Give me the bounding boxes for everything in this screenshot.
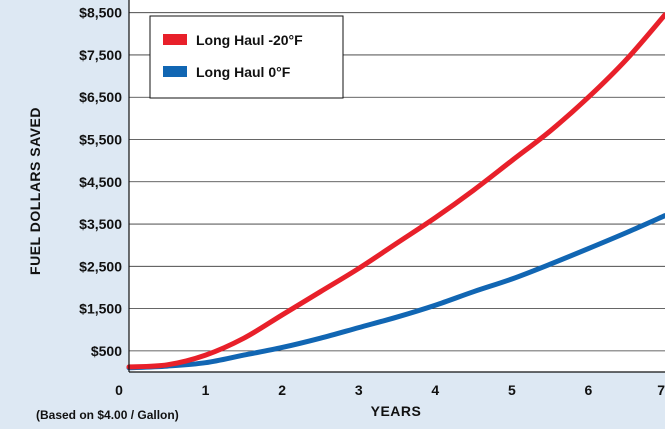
footnote: (Based on $4.00 / Gallon) (36, 408, 179, 422)
legend-swatch (163, 34, 187, 45)
legend-label: Long Haul 0°F (196, 64, 291, 80)
x-tick-label: 6 (585, 382, 593, 398)
legend: Long Haul -20°F Long Haul 0°F (149, 15, 344, 99)
x-tick-label: 3 (355, 382, 363, 398)
x-tick-label: 1 (202, 382, 210, 398)
x-tick-label: 4 (431, 382, 439, 398)
y-tick-label: $4,500 (79, 174, 122, 190)
legend-label: Long Haul -20°F (196, 32, 303, 48)
legend-box (149, 15, 344, 99)
y-tick-labels: $500 $1,500 $2,500 $3,500 $4,500 $5,500 $6,500… (79, 5, 122, 359)
y-axis-label: FUEL DOLLARS SAVED (27, 107, 43, 275)
y-tick-label: $7,500 (79, 47, 122, 63)
x-tick-label: 0 (115, 382, 123, 398)
series-line (126, 12, 665, 370)
x-axis-label: YEARS (371, 403, 422, 419)
y-tick-label: $5,500 (79, 132, 122, 148)
y-tick-label: $6,500 (79, 89, 122, 105)
x-tick-label: 7 (657, 382, 665, 398)
y-tick-label: $8,500 (79, 5, 122, 21)
x-tick-labels: 0 1 2 3 4 5 6 7 (115, 382, 665, 398)
series-line (126, 213, 665, 371)
y-tick-label: $2,500 (79, 258, 122, 274)
series-lines (126, 12, 665, 371)
y-tick-label: $500 (91, 343, 122, 359)
x-tick-label: 2 (278, 382, 286, 398)
y-tick-label: $1,500 (79, 301, 122, 317)
legend-swatch (163, 66, 187, 77)
x-tick-label: 5 (508, 382, 516, 398)
y-tick-label: $3,500 (79, 216, 122, 232)
